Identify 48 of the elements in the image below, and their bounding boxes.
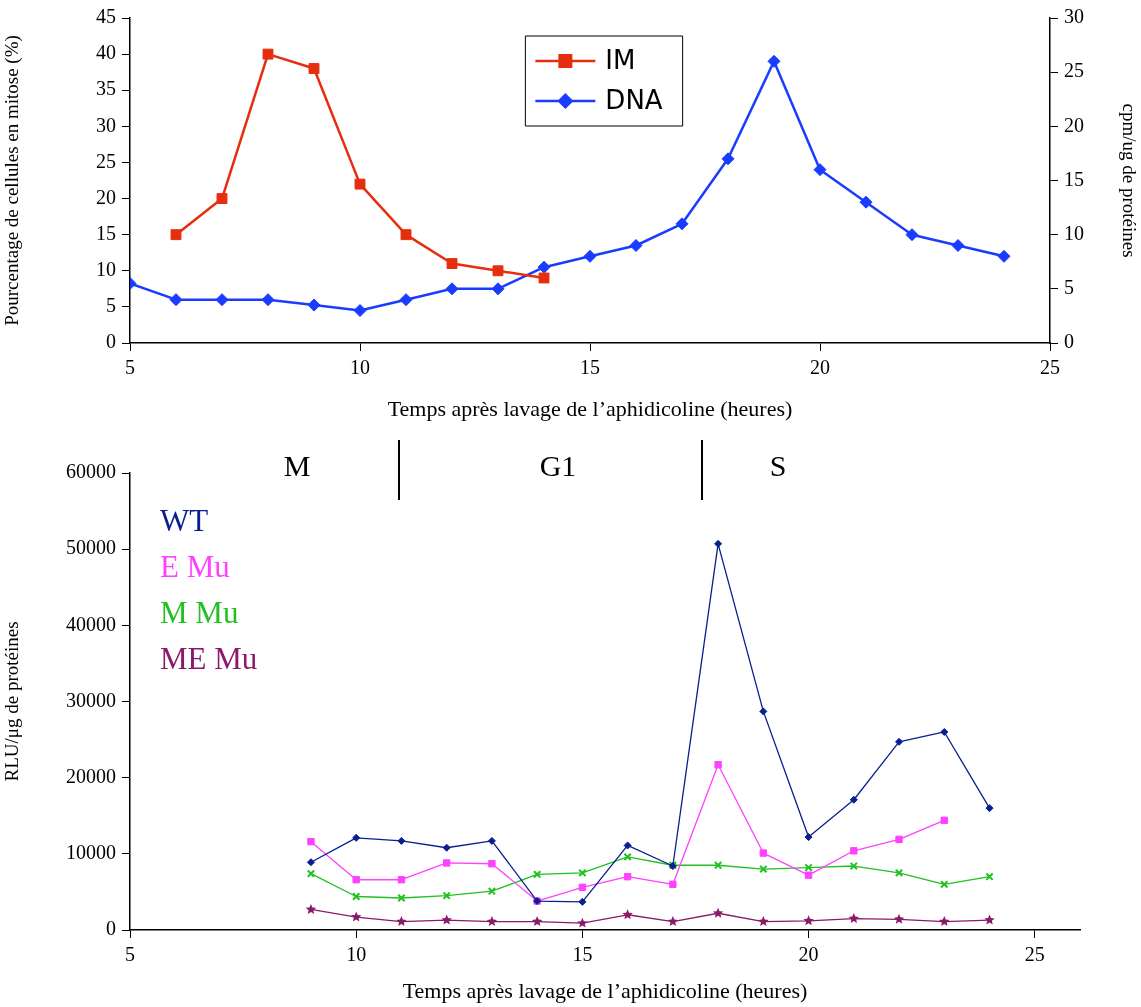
y2-tick-label: 30 (1064, 5, 1084, 28)
y-tick-label: 50000 (66, 536, 116, 559)
x-axis-title: Temps après lavage de l’aphidicoline (heures) (387, 395, 793, 421)
annotation: S (769, 448, 787, 482)
text: ME Mu (160, 641, 258, 677)
x-tick-label: 15 (580, 356, 600, 379)
x-tick-label: 25 (1024, 943, 1045, 966)
y-tick-label: 25 (96, 149, 116, 172)
y-tick-label: 40 (96, 41, 116, 64)
y2-tick-label: 25 (1064, 59, 1084, 82)
legend-label: DNA (605, 84, 663, 115)
x-tick-label: 5 (125, 356, 135, 379)
annotation: M (283, 448, 311, 482)
y-tick-label: 15 (96, 221, 116, 244)
y-tick-label: 5 (106, 294, 116, 317)
text: M Mu (160, 595, 239, 631)
y-tick-label: 20000 (66, 764, 116, 787)
x-axis-title: Temps après lavage de l’aphidicoline (heures) (402, 977, 808, 1003)
y-tick-label: 10 (96, 258, 116, 281)
y-tick-label: 0 (106, 330, 116, 353)
annotation: G1 (539, 448, 577, 482)
y-tick-label: 10000 (66, 841, 116, 864)
y-tick-label: 60000 (66, 460, 116, 483)
x-tick-label: 10 (350, 356, 370, 379)
y-tick-label: 30 (96, 113, 116, 136)
y2-tick-label: 5 (1064, 276, 1074, 299)
y2-tick-label: 10 (1064, 221, 1084, 244)
x-tick-label: 5 (125, 943, 135, 966)
y2-tick-label: 15 (1064, 167, 1084, 190)
y-tick-label: 20 (96, 185, 116, 208)
y-axis-title: Pourcentage de cellules en mitose (%) (1, 35, 24, 326)
x-tick-label: 20 (798, 943, 819, 966)
y2-tick-label: 20 (1064, 113, 1084, 136)
x-tick-label: 10 (346, 943, 367, 966)
y-tick-label: 40000 (66, 612, 116, 635)
y2-tick-label: 0 (1064, 330, 1074, 353)
x-tick-label: 25 (1040, 356, 1060, 379)
x-tick-label: 20 (810, 356, 830, 379)
legend-label: IM (605, 44, 636, 75)
y-tick-label: 0 (106, 917, 116, 940)
y-tick-label: 45 (96, 5, 116, 28)
x-tick-label: 15 (572, 943, 593, 966)
text: E Mu (160, 549, 230, 585)
y2-axis-title: cpm/ug de protéines (1118, 103, 1140, 258)
y-axis-title: RLU/μg de protéines (1, 621, 23, 782)
text: WT (160, 503, 209, 539)
y-tick-label: 30000 (66, 688, 116, 711)
y-tick-label: 35 (96, 77, 116, 100)
